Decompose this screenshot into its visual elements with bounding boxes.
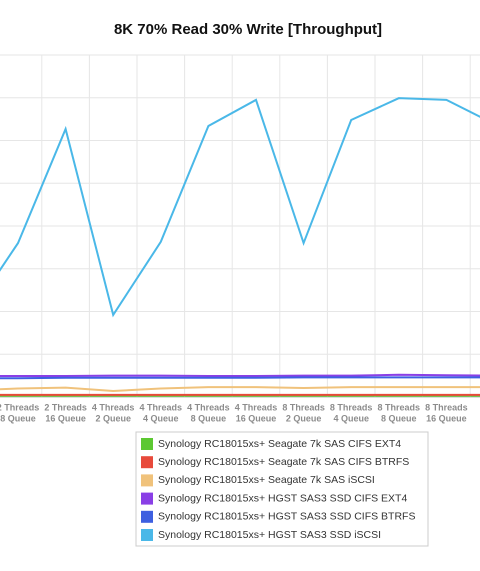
legend-swatch — [141, 456, 153, 469]
x-tick-label: 4 Threads — [92, 402, 135, 412]
legend-swatch — [141, 474, 153, 487]
x-tick-label: 4 Threads — [187, 402, 230, 412]
legend-label: Synology RC18015xs+ HGST SAS3 SSD CIFS B… — [158, 511, 415, 523]
x-tick-label: 2 Threads — [44, 402, 87, 412]
x-tick-label: 16 Queue — [236, 413, 277, 423]
x-tick-label: 8 Threads — [282, 402, 325, 412]
legend-label: Synology RC18015xs+ Seagate 7k SAS CIFS … — [158, 456, 409, 468]
legend-label: Synology RC18015xs+ HGST SAS3 SSD CIFS E… — [158, 492, 407, 504]
legend-label: Synology RC18015xs+ Seagate 7k SAS CIFS … — [158, 438, 401, 450]
series-line — [0, 97, 480, 318]
x-tick-label: 2 Threads — [0, 402, 39, 412]
series-line — [0, 373, 480, 378]
x-tick-label: 8 Queue — [381, 413, 417, 423]
x-tick-label: 8 Threads — [425, 402, 468, 412]
x-tick-label: 8 Threads — [330, 402, 373, 412]
legend-box — [135, 431, 429, 547]
series-line — [0, 386, 480, 393]
x-tick-label: 2 Queue — [286, 413, 322, 423]
x-tick-label: 4 Threads — [140, 402, 183, 412]
chart-title: 8K 70% Read 30% Write [Throughput] — [114, 21, 382, 38]
x-tick-label: 8 Threads — [378, 402, 421, 412]
legend-swatch — [141, 492, 153, 505]
x-tick-label: 8 Queue — [191, 413, 227, 423]
x-tick-label: 4 Queue — [143, 413, 179, 423]
x-tick-label: 8 Queue — [0, 413, 36, 423]
x-tick-label: 4 Threads — [235, 402, 278, 412]
legend-swatch — [141, 529, 153, 541]
x-tick-label: 16 Queue — [45, 413, 86, 423]
legend-label: Synology RC18015xs+ HGST SAS3 SSD iSCSI — [158, 529, 381, 541]
legend-swatch — [141, 510, 153, 523]
x-tick-label: 4 Queue — [333, 413, 369, 423]
series-line — [0, 376, 480, 380]
legend-swatch — [141, 438, 153, 450]
legend-label: Synology RC18015xs+ Seagate 7k SAS iSCSI — [158, 474, 375, 486]
x-tick-label: 2 Queue — [95, 413, 131, 423]
x-tick-label: 16 Queue — [426, 413, 467, 423]
